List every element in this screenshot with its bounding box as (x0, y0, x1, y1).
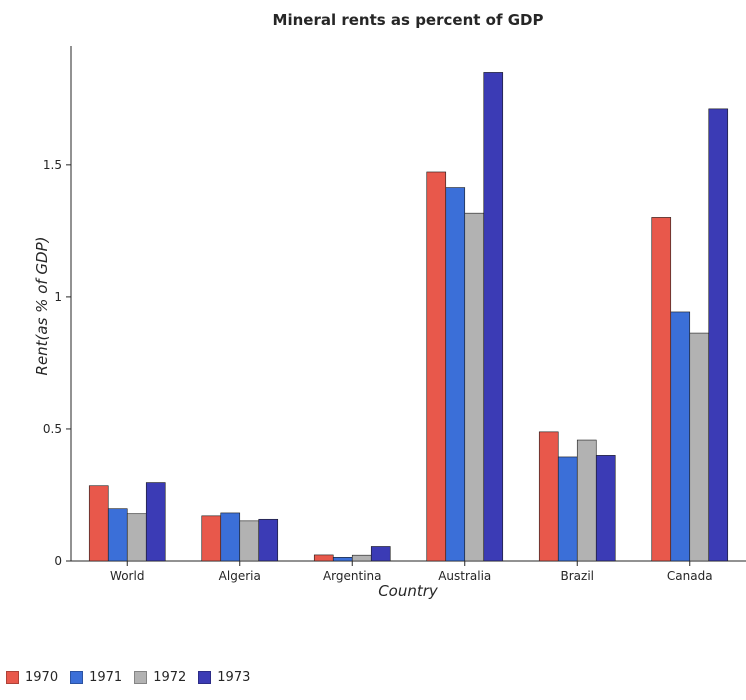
bar-1973-argentina (370, 546, 391, 562)
bar-1972-algeria (239, 520, 260, 562)
legend-item-1970: 1970 (6, 670, 58, 685)
chart-title: Mineral rents as percent of GDP (273, 11, 544, 29)
bar-1972-australia (464, 212, 485, 562)
bar-1971-canada (670, 311, 691, 562)
bar-1971-argentina (332, 557, 353, 562)
y-tick-label: 0.5 (43, 422, 62, 436)
x-tick-label: Australia (438, 569, 491, 583)
legend-item-1972: 1972 (134, 670, 186, 685)
bars (88, 72, 729, 562)
bar-1970-brazil (538, 431, 559, 562)
x-tick-label: Canada (667, 569, 713, 583)
bar-1973-canada (708, 108, 729, 562)
y-tick-label: 0 (54, 554, 62, 568)
y-tick-label: 1 (54, 290, 62, 304)
bar-1971-brazil (557, 456, 578, 562)
x-tick-label: Algeria (219, 569, 261, 583)
x-tick-label: World (110, 569, 144, 583)
legend-label: 1973 (217, 670, 251, 685)
y-tick-labels: 0 0.5 1 1.5 (43, 158, 71, 568)
legend-swatch (70, 671, 84, 684)
bar-1970-algeria (201, 515, 222, 562)
legend-swatch (198, 671, 212, 684)
x-tick-labels: World Algeria Argentina Australia Brazil Cana… (110, 561, 713, 583)
bar-1970-australia (426, 171, 447, 562)
bar-1970-argentina (313, 554, 334, 562)
bar-1972-world (126, 513, 147, 562)
bar-1973-algeria (258, 518, 279, 562)
y-axis-label: Rent(as % of GDP) (33, 237, 51, 376)
bar-1971-algeria (220, 512, 241, 562)
legend-label: 1970 (25, 670, 59, 685)
bar-1971-world (107, 508, 128, 562)
legend-item-1971: 1971 (70, 670, 122, 685)
bar-1973-australia (483, 72, 504, 562)
y-tick-label: 1.5 (43, 158, 62, 172)
bar-1973-brazil (595, 455, 616, 562)
x-tick-label: Brazil (561, 569, 595, 583)
bar-1972-argentina (351, 554, 372, 562)
legend-swatch (134, 671, 148, 684)
legend-label: 1972 (153, 670, 187, 685)
bar-1972-brazil (576, 439, 597, 562)
bar-1971-australia (445, 187, 466, 562)
bar-1973-world (145, 482, 166, 562)
x-axis-label: Country (378, 582, 439, 600)
bar-1970-world (88, 485, 109, 562)
legend-swatch (6, 671, 19, 684)
bar-1970-canada (651, 217, 672, 562)
legend-label: 1971 (89, 670, 123, 685)
x-tick-label: Argentina (323, 569, 382, 583)
legend-item-1973: 1973 (198, 670, 250, 685)
bar-1972-canada (689, 332, 710, 562)
axes (70, 46, 746, 562)
legend: 1970 1971 1972 1973 (6, 670, 262, 685)
